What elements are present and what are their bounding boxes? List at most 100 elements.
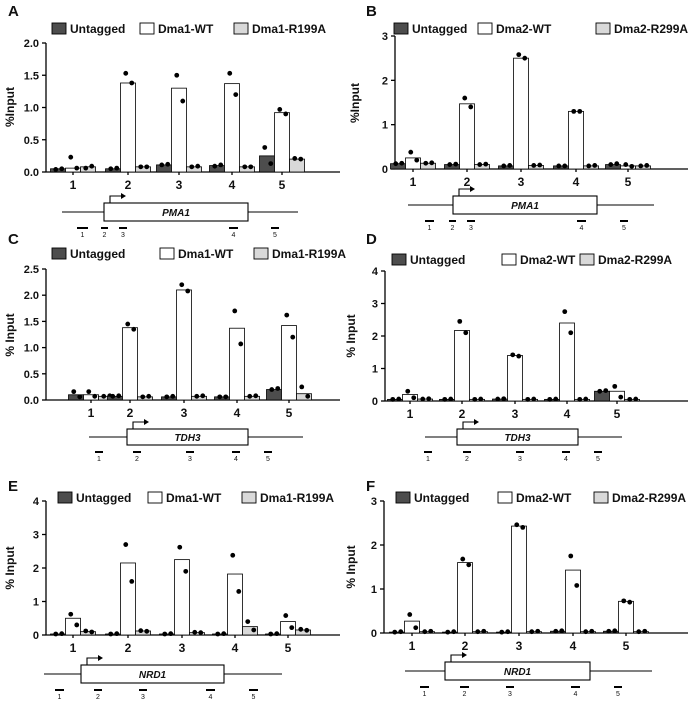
data-point <box>592 163 598 168</box>
data-point <box>586 163 592 169</box>
primer-label: 5 <box>622 225 626 232</box>
panel-letter: D <box>366 231 377 248</box>
bar-dma2-wt <box>513 57 529 170</box>
data-point <box>253 393 259 399</box>
data-point <box>192 629 198 635</box>
bar-dma2-wt <box>457 562 473 634</box>
data-point <box>248 164 254 170</box>
y-tick-label: 0 <box>371 628 377 640</box>
data-point <box>448 396 454 402</box>
primer-label: 4 <box>234 456 238 463</box>
data-point <box>83 165 89 171</box>
tss-arrow <box>458 188 473 196</box>
y-tick-label: 0.5 <box>24 369 39 381</box>
data-point <box>547 396 553 402</box>
primer-label: 2 <box>103 232 107 239</box>
data-point <box>268 161 274 167</box>
legend-label: Dma1-R199A <box>260 491 334 505</box>
y-tick-label: 2.0 <box>24 38 39 50</box>
primer-label: 5 <box>252 694 256 701</box>
bar-dma2-wt <box>511 525 527 634</box>
data-point <box>114 165 120 171</box>
bar-dma2-wt <box>565 569 581 634</box>
legend-swatch <box>579 253 595 266</box>
data-point <box>618 394 624 400</box>
x-tick-label: 5 <box>279 178 286 192</box>
data-point <box>277 107 283 112</box>
data-point <box>68 154 74 160</box>
y-axis-label: % Input <box>344 314 358 357</box>
data-point <box>507 163 513 168</box>
data-point <box>514 522 520 528</box>
bar-dma1-wt <box>174 559 190 636</box>
panel-letter: C <box>8 231 19 248</box>
legend-swatch <box>233 22 249 35</box>
data-point <box>562 309 568 315</box>
tss-arrow <box>132 421 147 429</box>
primer-label: 5 <box>616 691 620 698</box>
data-point <box>477 162 483 167</box>
bar-dma1-r199a <box>296 393 312 401</box>
data-point <box>189 164 195 170</box>
data-point <box>238 341 244 347</box>
data-point <box>577 108 583 114</box>
data-point <box>223 394 229 400</box>
primer-label: 1 <box>58 694 62 701</box>
data-point <box>200 393 206 399</box>
data-point <box>304 627 310 633</box>
panel-d: D Untagged Dma2-WT Dma2-R299A % Input 0 1 2 3 4 1 2… <box>344 231 688 463</box>
data-point <box>274 631 280 637</box>
data-point <box>108 631 114 637</box>
primer-label: 2 <box>135 456 139 463</box>
x-tick-label: 4 <box>573 175 580 189</box>
y-tick-label: 1 <box>371 584 377 596</box>
gene-name: NRD1 <box>504 667 532 678</box>
x-tick-label: 2 <box>125 178 132 192</box>
data-point <box>583 629 589 635</box>
gene-box <box>444 661 591 681</box>
data-point <box>522 55 528 61</box>
data-point <box>233 92 239 97</box>
panel-f: F Untagged Dma2-WT Dma2-R299A % Input 0 1 2 3 1 2 3… <box>344 478 688 698</box>
legend-label: Dma2-WT <box>496 22 552 36</box>
data-point <box>232 308 238 314</box>
primer-label: 3 <box>518 456 522 463</box>
data-point <box>195 163 201 169</box>
y-tick-label: 2 <box>371 540 377 552</box>
data-point <box>475 629 481 635</box>
panel-letter: E <box>8 478 18 495</box>
bar-dma1-wt <box>224 83 240 173</box>
x-tick-label: 4 <box>570 639 577 653</box>
data-point <box>242 164 248 170</box>
data-point <box>179 282 185 288</box>
data-point <box>627 396 633 402</box>
data-point <box>483 161 489 167</box>
data-point <box>164 394 170 400</box>
panel-letter: F <box>366 478 375 495</box>
legend-swatch <box>497 491 513 504</box>
legend-swatch <box>241 491 257 504</box>
data-point <box>472 396 478 402</box>
x-tick-label: 2 <box>125 641 132 655</box>
legend-label: Dma2-WT <box>516 491 572 505</box>
data-point <box>289 625 295 631</box>
data-point <box>529 629 535 635</box>
data-point <box>174 72 180 78</box>
data-point <box>428 628 434 634</box>
legend-label: Dma1-WT <box>166 491 222 505</box>
x-tick-label: 3 <box>512 407 519 421</box>
data-point <box>457 318 463 324</box>
data-point <box>442 396 448 402</box>
gene-name: PMA1 <box>162 208 190 219</box>
data-point <box>194 393 200 399</box>
bar-dma2-wt <box>568 110 584 170</box>
gene-box <box>456 428 579 446</box>
data-point <box>77 394 83 400</box>
legend-label: Untagged <box>414 491 469 505</box>
data-point <box>583 396 589 402</box>
bar-dma1-wt <box>65 617 81 636</box>
data-point <box>644 163 650 168</box>
primer-label: 2 <box>96 694 100 701</box>
data-point <box>185 288 191 294</box>
data-point <box>53 631 59 637</box>
